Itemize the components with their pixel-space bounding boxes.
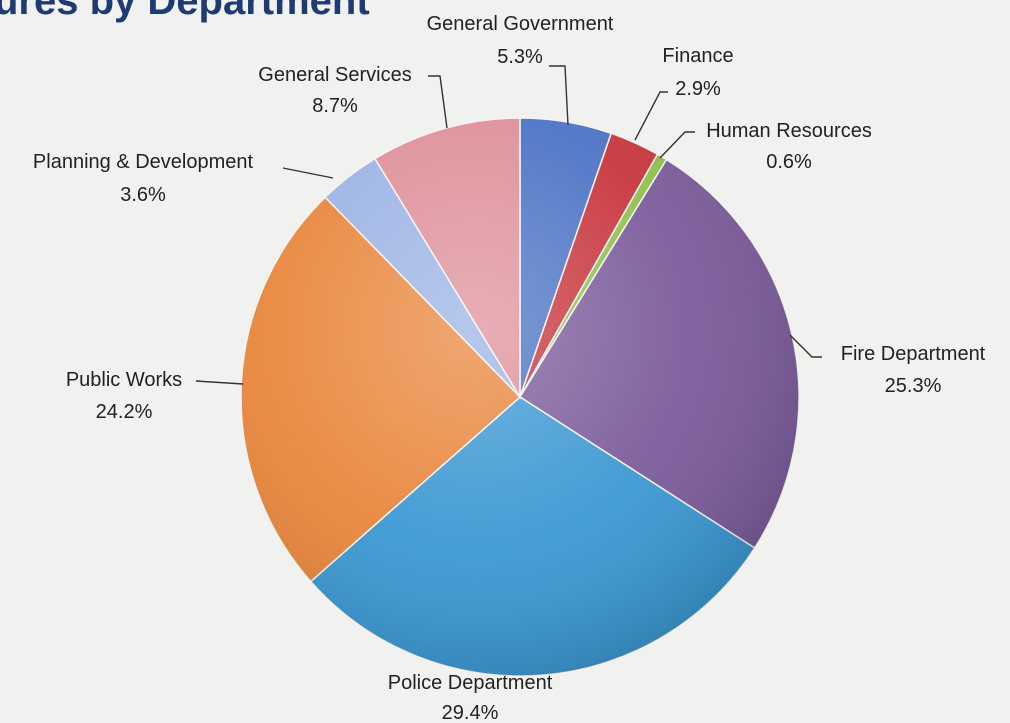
leader-line-planning-and-development: [282, 167, 334, 179]
value-label-general-government: 5.3%: [497, 46, 543, 68]
value-label-planning-and-development: 3.6%: [120, 184, 166, 206]
chart-title: ures by Department: [0, 0, 370, 23]
label-finance: Finance: [662, 45, 733, 67]
label-general-government: General Government: [427, 13, 614, 35]
label-public-works: Public Works: [66, 369, 182, 391]
value-label-finance: 2.9%: [675, 78, 721, 100]
value-label-human-resources: 0.6%: [766, 151, 812, 173]
label-human-resources: Human Resources: [706, 120, 872, 142]
label-general-services: General Services: [258, 64, 411, 86]
label-police-department: Police Department: [388, 672, 553, 694]
leader-line-finance: [634, 91, 668, 141]
leader-line-general-government: [549, 65, 569, 126]
leader-line-human-resources: [659, 131, 695, 159]
leader-line-general-services: [428, 75, 448, 129]
value-label-public-works: 24.2%: [96, 401, 153, 423]
value-label-general-services: 8.7%: [312, 95, 358, 117]
value-label-police-department: 29.4%: [442, 702, 499, 723]
label-planning-and-development: Planning & Development: [33, 151, 254, 173]
leader-line-fire-department: [789, 334, 822, 358]
value-label-fire-department: 25.3%: [885, 375, 942, 397]
leader-line-public-works: [195, 380, 244, 385]
label-fire-department: Fire Department: [841, 343, 986, 365]
